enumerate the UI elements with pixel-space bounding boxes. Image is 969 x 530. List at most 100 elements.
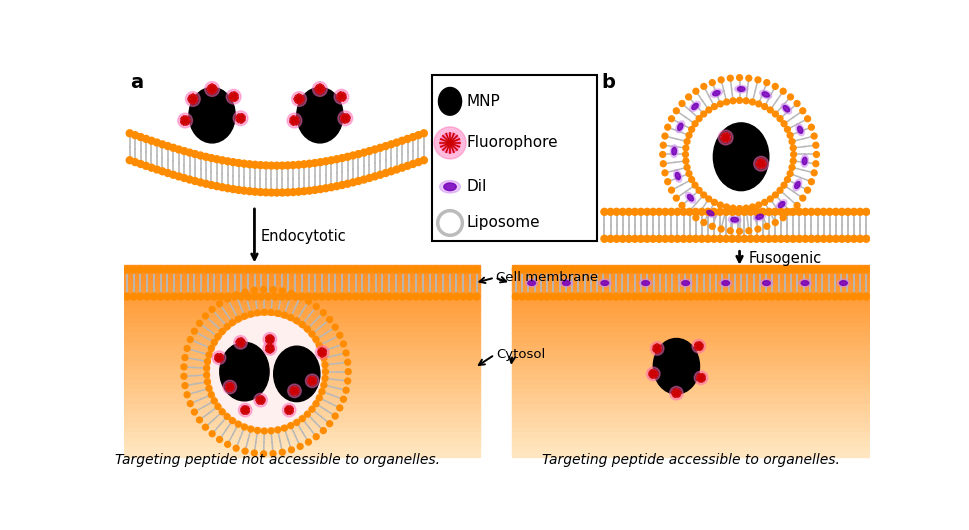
Circle shape xyxy=(213,183,220,190)
Circle shape xyxy=(257,189,264,196)
Circle shape xyxy=(284,189,291,196)
Circle shape xyxy=(434,127,466,159)
Circle shape xyxy=(838,293,845,300)
Circle shape xyxy=(729,208,735,215)
Circle shape xyxy=(337,405,343,411)
Circle shape xyxy=(601,235,608,242)
Circle shape xyxy=(157,293,164,300)
Text: MNP: MNP xyxy=(467,94,501,109)
Circle shape xyxy=(466,266,473,273)
Circle shape xyxy=(341,113,350,123)
Circle shape xyxy=(862,266,870,273)
Circle shape xyxy=(719,293,726,300)
Circle shape xyxy=(844,266,851,273)
Circle shape xyxy=(313,434,319,440)
Circle shape xyxy=(235,160,242,166)
Bar xyxy=(124,356,480,361)
Circle shape xyxy=(675,392,677,394)
Ellipse shape xyxy=(297,87,343,143)
Ellipse shape xyxy=(704,209,716,217)
Circle shape xyxy=(213,156,220,163)
Circle shape xyxy=(777,208,785,215)
Circle shape xyxy=(285,406,294,414)
Circle shape xyxy=(218,266,225,273)
Circle shape xyxy=(804,116,810,122)
Circle shape xyxy=(333,183,340,190)
Circle shape xyxy=(219,184,226,191)
Circle shape xyxy=(237,293,245,300)
Bar xyxy=(124,390,480,395)
Circle shape xyxy=(292,293,298,300)
Circle shape xyxy=(242,448,248,454)
Circle shape xyxy=(248,311,254,317)
Circle shape xyxy=(319,266,326,273)
Circle shape xyxy=(665,124,671,130)
Circle shape xyxy=(613,208,620,215)
Circle shape xyxy=(312,266,319,273)
Text: Endocytotic: Endocytotic xyxy=(261,228,346,244)
Circle shape xyxy=(680,208,687,215)
Circle shape xyxy=(619,208,626,215)
Circle shape xyxy=(753,208,760,215)
Circle shape xyxy=(857,208,863,215)
Circle shape xyxy=(203,365,209,371)
Circle shape xyxy=(656,208,663,215)
Circle shape xyxy=(299,322,305,328)
Circle shape xyxy=(254,393,267,407)
Circle shape xyxy=(148,164,155,171)
Bar xyxy=(124,437,480,443)
Circle shape xyxy=(159,168,166,175)
Circle shape xyxy=(392,293,399,300)
Circle shape xyxy=(258,266,265,273)
Circle shape xyxy=(171,266,177,273)
Circle shape xyxy=(795,202,800,208)
Circle shape xyxy=(619,235,626,242)
Circle shape xyxy=(338,111,353,126)
Circle shape xyxy=(164,293,171,300)
Circle shape xyxy=(710,235,717,242)
Circle shape xyxy=(230,418,235,423)
Circle shape xyxy=(299,416,305,421)
Circle shape xyxy=(672,389,680,398)
Circle shape xyxy=(352,293,359,300)
Circle shape xyxy=(625,266,632,273)
Circle shape xyxy=(663,266,670,273)
Circle shape xyxy=(680,235,687,242)
Ellipse shape xyxy=(641,281,649,285)
Bar xyxy=(124,285,480,289)
Circle shape xyxy=(730,205,736,211)
Circle shape xyxy=(668,235,674,242)
Circle shape xyxy=(211,398,217,404)
Circle shape xyxy=(345,293,353,300)
Bar xyxy=(513,356,869,361)
Circle shape xyxy=(388,168,394,175)
Circle shape xyxy=(191,266,198,273)
Circle shape xyxy=(184,392,190,398)
Circle shape xyxy=(814,208,821,215)
Circle shape xyxy=(255,310,261,316)
Circle shape xyxy=(265,266,271,273)
Circle shape xyxy=(447,293,453,300)
Circle shape xyxy=(650,342,664,355)
Circle shape xyxy=(343,387,349,393)
Circle shape xyxy=(415,131,422,139)
Circle shape xyxy=(649,208,657,215)
Circle shape xyxy=(297,444,303,449)
Circle shape xyxy=(288,409,291,411)
Circle shape xyxy=(157,266,164,273)
Circle shape xyxy=(692,339,705,353)
Bar xyxy=(513,380,869,385)
Circle shape xyxy=(538,266,545,273)
Circle shape xyxy=(697,374,705,382)
Ellipse shape xyxy=(525,279,538,287)
Circle shape xyxy=(294,318,299,324)
Bar xyxy=(513,266,869,270)
Circle shape xyxy=(204,266,211,273)
Circle shape xyxy=(753,235,760,242)
Circle shape xyxy=(209,306,215,312)
Circle shape xyxy=(218,293,225,300)
Bar xyxy=(513,275,869,280)
Circle shape xyxy=(352,266,359,273)
Ellipse shape xyxy=(797,126,802,134)
Circle shape xyxy=(251,287,257,293)
